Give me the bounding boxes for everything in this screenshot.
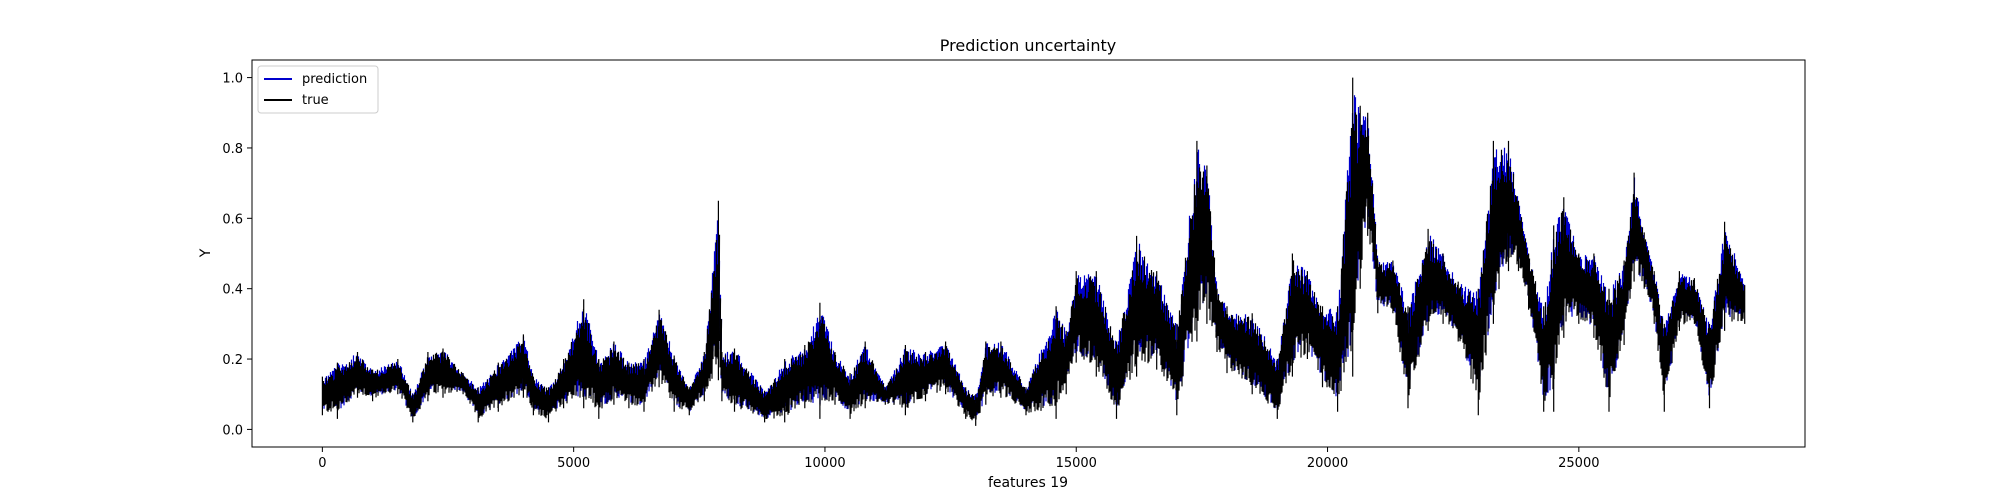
x-tick-label: 0: [318, 456, 326, 471]
x-tick-label: 5000: [557, 456, 590, 471]
y-tick-label: 1.0: [222, 72, 243, 87]
legend-box: [257, 65, 379, 114]
x-tick-label: 25000: [1558, 456, 1599, 471]
y-axis-label: Y: [198, 248, 214, 258]
x-axis-label: features 19: [988, 475, 1068, 491]
x-tick-label: 20000: [1307, 456, 1348, 471]
y-axis: 0.0 0.2 0.4 0.6 0.8 1.0: [222, 72, 252, 438]
x-tick-label: 10000: [804, 456, 845, 471]
y-tick-label: 0.8: [222, 142, 243, 157]
legend-label-prediction: prediction: [302, 72, 367, 87]
plot-area: [251, 59, 1806, 448]
y-tick-label: 0.6: [222, 212, 243, 227]
y-tick-label: 0.0: [222, 423, 243, 438]
series-true-line: [321, 77, 1746, 426]
axes-frame: [251, 59, 1806, 448]
series-layer: [321, 77, 1746, 426]
chart-title: Prediction uncertainty: [940, 36, 1116, 55]
legend-label-true: true: [302, 93, 329, 108]
y-tick-label: 0.2: [222, 353, 243, 368]
legend: prediction true: [257, 65, 379, 114]
x-axis: 0 5000 10000 15000 20000 25000: [318, 447, 1600, 471]
x-tick-label: 15000: [1056, 456, 1097, 471]
y-tick-label: 0.4: [222, 283, 243, 298]
